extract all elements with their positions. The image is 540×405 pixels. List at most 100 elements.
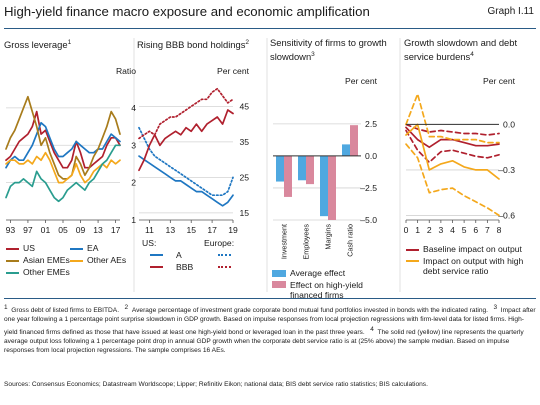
y-tick-label: 0.0 bbox=[365, 151, 377, 161]
series-line-4-4 bbox=[405, 93, 500, 144]
legend-p2-bbb-label: BBB bbox=[176, 262, 194, 272]
y-tick-label: 2.5 bbox=[365, 119, 377, 129]
series-line-2-1 bbox=[138, 126, 234, 197]
y-tick-label: –2.5 bbox=[360, 183, 377, 193]
y-tick-label: 15 bbox=[239, 208, 249, 218]
bar-investment-0 bbox=[276, 155, 284, 182]
series-line-4-1 bbox=[405, 123, 500, 136]
x-tick-label: 13 bbox=[166, 225, 176, 235]
y-tick-label: –0.3 bbox=[498, 165, 515, 175]
panel1-title: Gross leverage1 bbox=[4, 39, 72, 51]
legend-swatch bbox=[70, 247, 83, 250]
x-category-label: Employees bbox=[302, 224, 311, 260]
legend-p1-other-aes: Other AEs bbox=[70, 255, 126, 265]
panel4-title: Growth slowdown and debt service burdens… bbox=[404, 37, 518, 62]
series-line-4-5 bbox=[405, 143, 500, 217]
x-tick-label: 97 bbox=[23, 225, 33, 235]
graph-title: High-yield finance macro exposure and ec… bbox=[4, 4, 370, 19]
x-tick-label: 93 bbox=[6, 225, 16, 235]
y-tick-label: 4 bbox=[131, 103, 136, 113]
legend-swatch bbox=[6, 247, 19, 250]
legend-p1-us: US bbox=[6, 243, 35, 253]
x-tick-label: 2 bbox=[427, 225, 432, 235]
legend-p1-other-emes: Other EMEs bbox=[6, 267, 70, 277]
legend-swatch bbox=[272, 270, 286, 278]
legend-p3-high-yield: Effect on high-yield financed firms bbox=[272, 280, 392, 300]
series-line-1-2 bbox=[5, 95, 121, 180]
y-tick-label: 3 bbox=[131, 140, 136, 150]
bar-cash-ratio-0 bbox=[342, 144, 350, 156]
x-tick-label: 5 bbox=[462, 225, 467, 235]
panel2-unit-label: Per cent bbox=[217, 66, 250, 76]
series-line-2-2 bbox=[138, 109, 234, 172]
legend-p1-asian-emes: Asian EMEs bbox=[6, 255, 70, 265]
legend-swatch bbox=[70, 259, 83, 262]
panel4-unit-label: Per cent bbox=[483, 76, 516, 86]
x-tick-label: 13 bbox=[93, 225, 103, 235]
x-tick-label: 17 bbox=[207, 225, 217, 235]
bar-employees-1 bbox=[306, 155, 314, 185]
x-tick-label: 05 bbox=[58, 225, 68, 235]
sources: Sources: Consensus Economics; Datastream… bbox=[4, 381, 428, 388]
legend-p2-us-a-swatch bbox=[150, 254, 163, 256]
series-line-2-3 bbox=[138, 87, 234, 140]
x-tick-label: 1 bbox=[415, 225, 420, 235]
x-tick-label: 15 bbox=[186, 225, 196, 235]
x-tick-label: 19 bbox=[228, 225, 238, 235]
y-tick-label: 1 bbox=[131, 215, 136, 225]
y-tick-label: –0.6 bbox=[498, 210, 515, 220]
bar-cash-ratio-1 bbox=[350, 125, 358, 156]
x-tick-label: 09 bbox=[76, 225, 86, 235]
x-tick-label: 8 bbox=[497, 225, 502, 235]
legend-p3-average: Average effect bbox=[272, 268, 345, 278]
footnotes: 1 Gross debt of listed firms to EBITDA. … bbox=[4, 304, 536, 355]
bar-employees-0 bbox=[298, 155, 306, 181]
x-category-label: Margins bbox=[324, 224, 333, 250]
legend-swatch bbox=[406, 260, 419, 262]
x-tick-label: 11 bbox=[145, 225, 154, 235]
legend-p2-europe-bbb-swatch bbox=[218, 266, 231, 268]
bar-margins-1 bbox=[328, 155, 336, 220]
y-tick-label: 2 bbox=[131, 178, 136, 188]
series-line-1-0 bbox=[5, 110, 121, 169]
series-line-4-2 bbox=[405, 129, 500, 164]
x-tick-label: 6 bbox=[473, 225, 478, 235]
title-rule bbox=[4, 28, 536, 29]
legend-p4-baseline: Baseline impact on output bbox=[406, 244, 522, 254]
x-tick-label: 4 bbox=[450, 225, 455, 235]
series-line-4-3 bbox=[405, 123, 500, 180]
series-line-1-4 bbox=[5, 144, 121, 203]
y-tick-label: 45 bbox=[239, 101, 249, 111]
legend-swatch bbox=[6, 259, 19, 262]
bar-margins-0 bbox=[320, 155, 328, 217]
x-tick-label: 7 bbox=[485, 225, 490, 235]
series-line-2-0 bbox=[138, 155, 234, 207]
panel1-unit-label: Ratio bbox=[116, 66, 136, 76]
y-tick-label: 0.0 bbox=[503, 119, 515, 129]
legend-p2-europe-label: Europe: bbox=[204, 238, 235, 248]
footnote-rule bbox=[4, 298, 536, 299]
panel3-unit-label: Per cent bbox=[345, 76, 378, 86]
legend-swatch bbox=[406, 248, 419, 251]
legend-p2-us-bbb-swatch bbox=[150, 266, 163, 268]
x-tick-label: 17 bbox=[111, 225, 121, 235]
graph-number: Graph I.11 bbox=[487, 6, 534, 17]
panel3-title: Sensitivity of firms to growth slowdown3 bbox=[270, 37, 387, 62]
legend-p2-a-label: A bbox=[176, 250, 182, 260]
x-tick-label: 0 bbox=[404, 225, 409, 235]
y-tick-label: 35 bbox=[239, 137, 249, 147]
x-tick-label: 3 bbox=[438, 225, 443, 235]
legend-p2-us-label: US: bbox=[142, 238, 157, 248]
panel2-title: Rising BBB bond holdings2 bbox=[137, 39, 250, 51]
series-line-1-1 bbox=[5, 121, 121, 169]
x-category-label: Investment bbox=[280, 224, 289, 259]
y-tick-label: –5.0 bbox=[360, 215, 377, 225]
x-tick-label: 01 bbox=[41, 225, 51, 235]
legend-p2-europe-a-swatch bbox=[218, 254, 231, 256]
legend-swatch bbox=[272, 281, 286, 288]
legend-p4-high-dsr: Impact on output with high debt service … bbox=[406, 256, 538, 276]
legend-p1-ea: EA bbox=[70, 243, 98, 253]
y-tick-label: 25 bbox=[239, 172, 249, 182]
legend-swatch bbox=[6, 271, 19, 274]
